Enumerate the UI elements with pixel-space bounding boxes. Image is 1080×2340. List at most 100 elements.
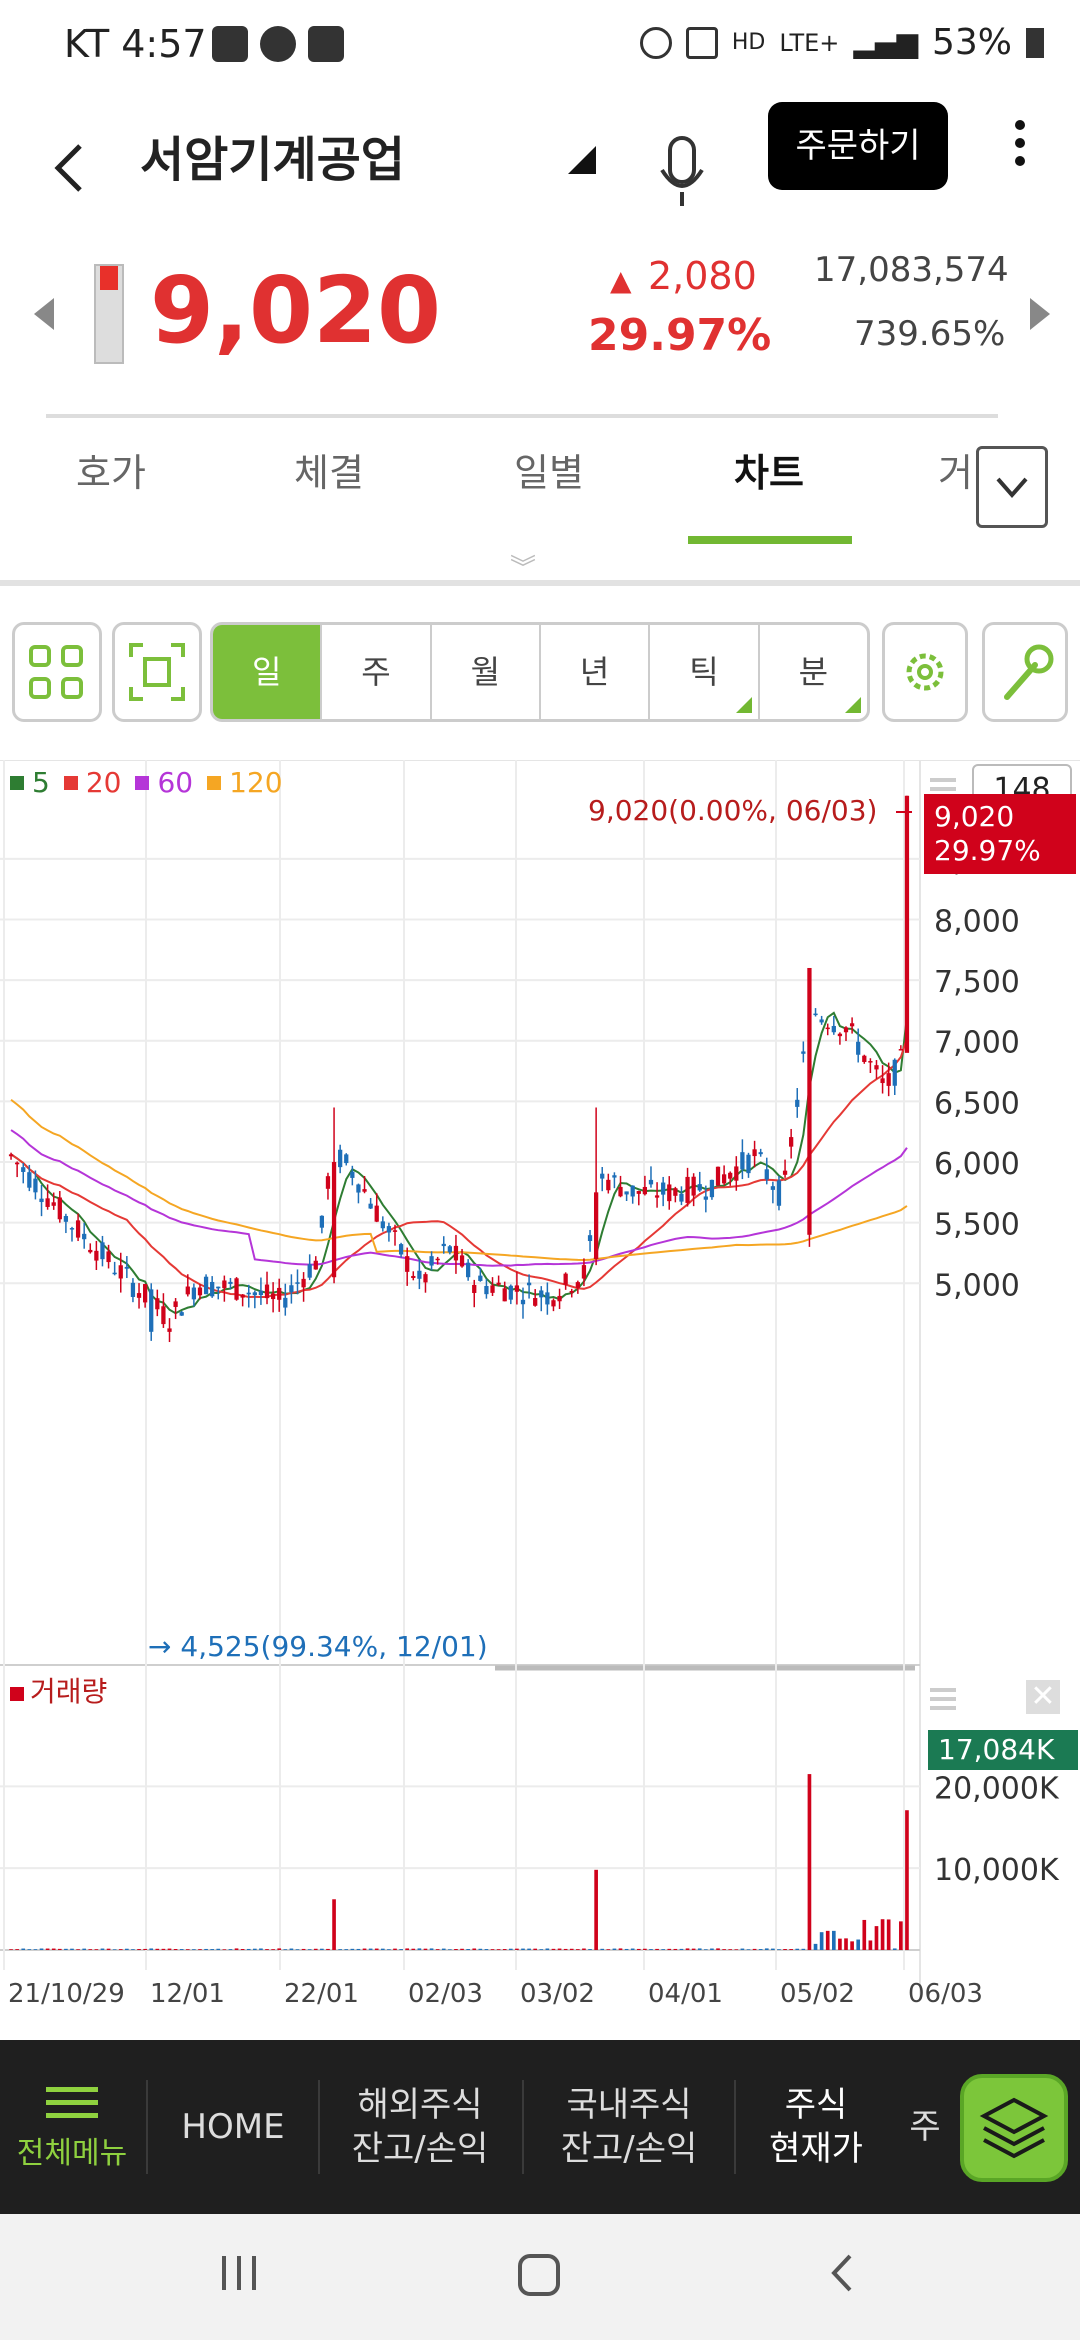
mic-button[interactable] (652, 118, 712, 218)
volume-bar (697, 1948, 702, 1950)
volume-bar (685, 1948, 690, 1950)
prev-stock-icon[interactable] (34, 298, 54, 330)
ma20-label: 20 (85, 766, 122, 799)
volume-bar (576, 1949, 580, 1950)
volume-bar (490, 1949, 495, 1950)
period-day[interactable]: 일 (213, 625, 323, 719)
volume-bar (624, 1948, 629, 1950)
volume-bar (417, 1948, 422, 1950)
settings-button[interactable] (882, 622, 968, 722)
tools-button[interactable] (982, 622, 1068, 722)
volume-bar (368, 1948, 373, 1950)
fullscreen-button[interactable] (112, 622, 202, 722)
tab-expand-button[interactable] (976, 446, 1048, 528)
volume-bar (125, 1948, 129, 1950)
nav-all-menu[interactable]: 전체메뉴 (0, 2040, 144, 2214)
volume-menu-icon[interactable] (928, 1684, 958, 1714)
nav-current-price[interactable]: 주식 현재가 (769, 2085, 863, 2169)
tab-more[interactable]: 거 (938, 451, 973, 495)
candle-body (313, 1260, 318, 1270)
period-week[interactable]: 주 (322, 625, 432, 719)
volume-bar (649, 1949, 653, 1950)
price-tick-label: 6,500 (934, 1086, 1020, 1121)
candle-body (380, 1221, 385, 1229)
layout-grid-button[interactable] (12, 622, 102, 722)
nav-home[interactable]: HOME (181, 2107, 285, 2147)
candle-body (807, 967, 812, 1235)
volume-bar (70, 1948, 74, 1950)
candle-body (179, 1312, 184, 1316)
candle-body (338, 1149, 343, 1168)
volume-bar (167, 1948, 172, 1950)
candle-body (715, 1166, 721, 1186)
candle-body (478, 1275, 483, 1281)
period-month[interactable]: 월 (432, 625, 541, 719)
home-button[interactable] (514, 2250, 564, 2311)
volume-bar (332, 1899, 336, 1950)
period-year[interactable]: 년 (541, 625, 651, 719)
system-navigation (0, 2214, 1080, 2340)
candle-body (289, 1285, 294, 1293)
candle-body (770, 1186, 776, 1190)
volume-bar (783, 1949, 787, 1950)
candle-body (697, 1184, 702, 1191)
more-menu-button[interactable] (1000, 112, 1040, 192)
volume-bar (246, 1948, 251, 1950)
candle-body (472, 1284, 477, 1293)
order-button[interactable]: 주문하기 (768, 102, 948, 190)
stock-name[interactable]: 서암기계공업 (140, 132, 405, 188)
axis-labels: 8,5008,0007,5007,0006,5006,0005,5005,000… (8, 844, 1060, 2009)
candle-body (453, 1245, 459, 1261)
volume-bar (259, 1948, 263, 1950)
stock-chart[interactable]: 8,5008,0007,5007,0006,5006,0005,5005,000… (0, 760, 1080, 2040)
price-change: 2,080 (648, 254, 757, 298)
ma20-line (10, 1037, 908, 1299)
volume-bar (326, 1948, 330, 1950)
volume-bar (204, 1948, 208, 1950)
ma20-swatch (63, 775, 78, 790)
volume-bar (831, 1930, 836, 1950)
period-tick[interactable]: 틱 (650, 625, 760, 719)
time-tick-label: 03/02 (520, 1979, 595, 2009)
volume-bar (289, 1948, 294, 1950)
volume-bar (868, 1940, 873, 1950)
volume-bar (813, 1943, 818, 1950)
chart-canvas[interactable]: 8,5008,0007,5007,0006,5006,0005,5005,000… (0, 760, 1080, 2040)
volume-bar (393, 1948, 397, 1950)
system-back-button[interactable] (820, 2250, 866, 2307)
candle-body (57, 1197, 62, 1220)
candle-body (514, 1285, 520, 1292)
bottom-navigation: 전체메뉴 HOME 해외주식 잔고/손익 국내주식 잔고/손익 주식 현재가 주 (0, 2040, 1080, 2214)
tab-chart[interactable]: 차트 (734, 451, 804, 495)
next-stock-icon[interactable] (1030, 298, 1050, 330)
candle-body (51, 1202, 56, 1206)
layers-button[interactable] (960, 2074, 1068, 2182)
volume-bar (661, 1949, 665, 1950)
ma-legend: 5 20 60 120 (10, 766, 283, 799)
nav-domestic-balance[interactable]: 국내주식 잔고/손익 (560, 2085, 698, 2169)
candle-body (892, 1059, 897, 1086)
tab-hoga[interactable]: 호가 (76, 451, 146, 495)
layers-icon (979, 2097, 1049, 2159)
recent-apps-button[interactable] (216, 2250, 262, 2307)
candle-body (862, 1055, 867, 1062)
gallery-icon (212, 26, 248, 62)
stock-dropdown-icon[interactable] (568, 146, 596, 174)
volume-bar (9, 1949, 13, 1950)
collapse-handle-icon[interactable]: ︾ (510, 554, 537, 584)
tab-ilbyeol[interactable]: 일별 (514, 451, 584, 495)
volume-bar (399, 1949, 403, 1950)
volume-bar (892, 1948, 897, 1950)
trade-volume: 17,083,574 (814, 250, 1009, 290)
nav-overseas-balance[interactable]: 해외주식 잔고/손익 (351, 2085, 489, 2169)
back-button[interactable] (40, 118, 100, 218)
volume-bar (234, 1948, 239, 1950)
alarm-icon (639, 26, 672, 59)
nav-more-arrow[interactable]: 주 (909, 2107, 941, 2147)
mic-icon (660, 136, 704, 206)
price-tick-label: 8,000 (934, 904, 1020, 939)
close-volume-icon[interactable]: ✕ (1026, 1680, 1060, 1714)
tab-chegyeol[interactable]: 체결 (294, 451, 364, 495)
candle-body (185, 1286, 190, 1295)
period-minute[interactable]: 분 (760, 625, 867, 719)
